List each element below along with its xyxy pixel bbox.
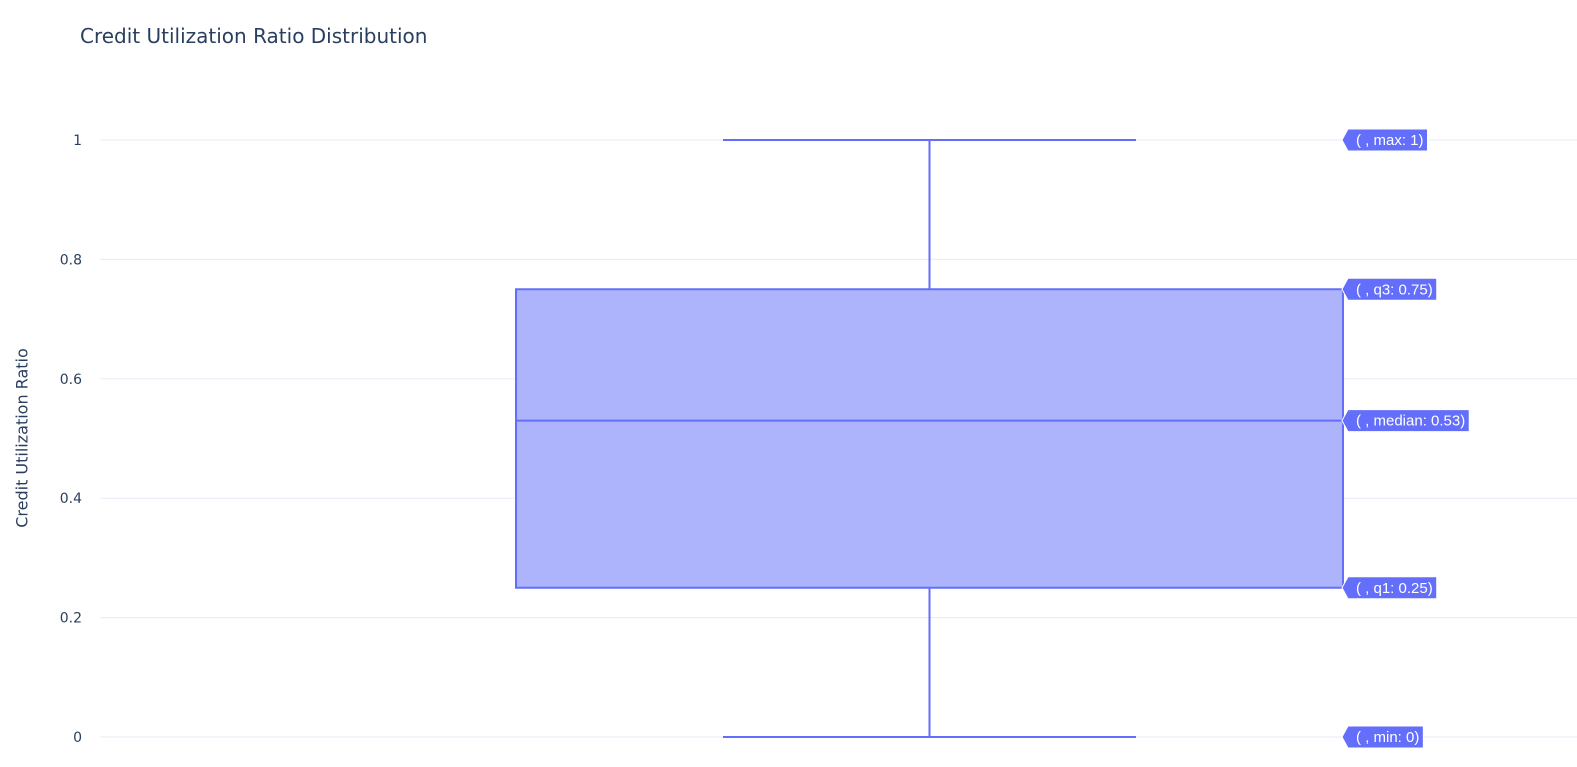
hover-label-layer: ( , max: 1) ( , q3: 0.75) ( , median: 0.53… [1341,128,1470,749]
y-tick-label: 0.2 [60,611,82,627]
hover-label-text: ( , median: 0.53) [1356,413,1465,430]
y-tick-label: 0.6 [60,372,82,388]
y-tick-label: 0.4 [60,491,82,507]
y-tick-label: 0 [73,730,82,746]
y-tick-label: 0.8 [60,252,82,268]
hover-label-box [1341,277,1438,301]
y-tick-layer: 0 0.2 0.4 0.6 0.8 1 [60,133,82,746]
hover-label-box [1341,576,1438,600]
hover-label-text: ( , min: 0) [1356,729,1419,746]
iqr-box[interactable] [515,288,1344,589]
chart-title: Credit Utilization Ratio Distribution [80,24,428,48]
hover-label-text: ( , max: 1) [1356,132,1424,149]
hover-label-box [1341,128,1429,152]
hover-label-q1: ( , q1: 0.25) [1341,576,1438,600]
hover-label-box [1341,409,1470,433]
hover-label-q3: ( , q3: 0.75) [1341,277,1438,301]
box-plot[interactable] [515,139,1344,738]
hover-label-box [1341,725,1424,749]
hover-label-text: ( , q1: 0.25) [1356,580,1433,597]
hover-label-max: ( , max: 1) [1341,128,1429,152]
hover-label-text: ( , q3: 0.75) [1356,281,1433,298]
hover-label-min: ( , min: 0) [1341,725,1424,749]
hover-label-median: ( , median: 0.53) [1341,409,1470,433]
y-tick-label: 1 [73,133,82,149]
